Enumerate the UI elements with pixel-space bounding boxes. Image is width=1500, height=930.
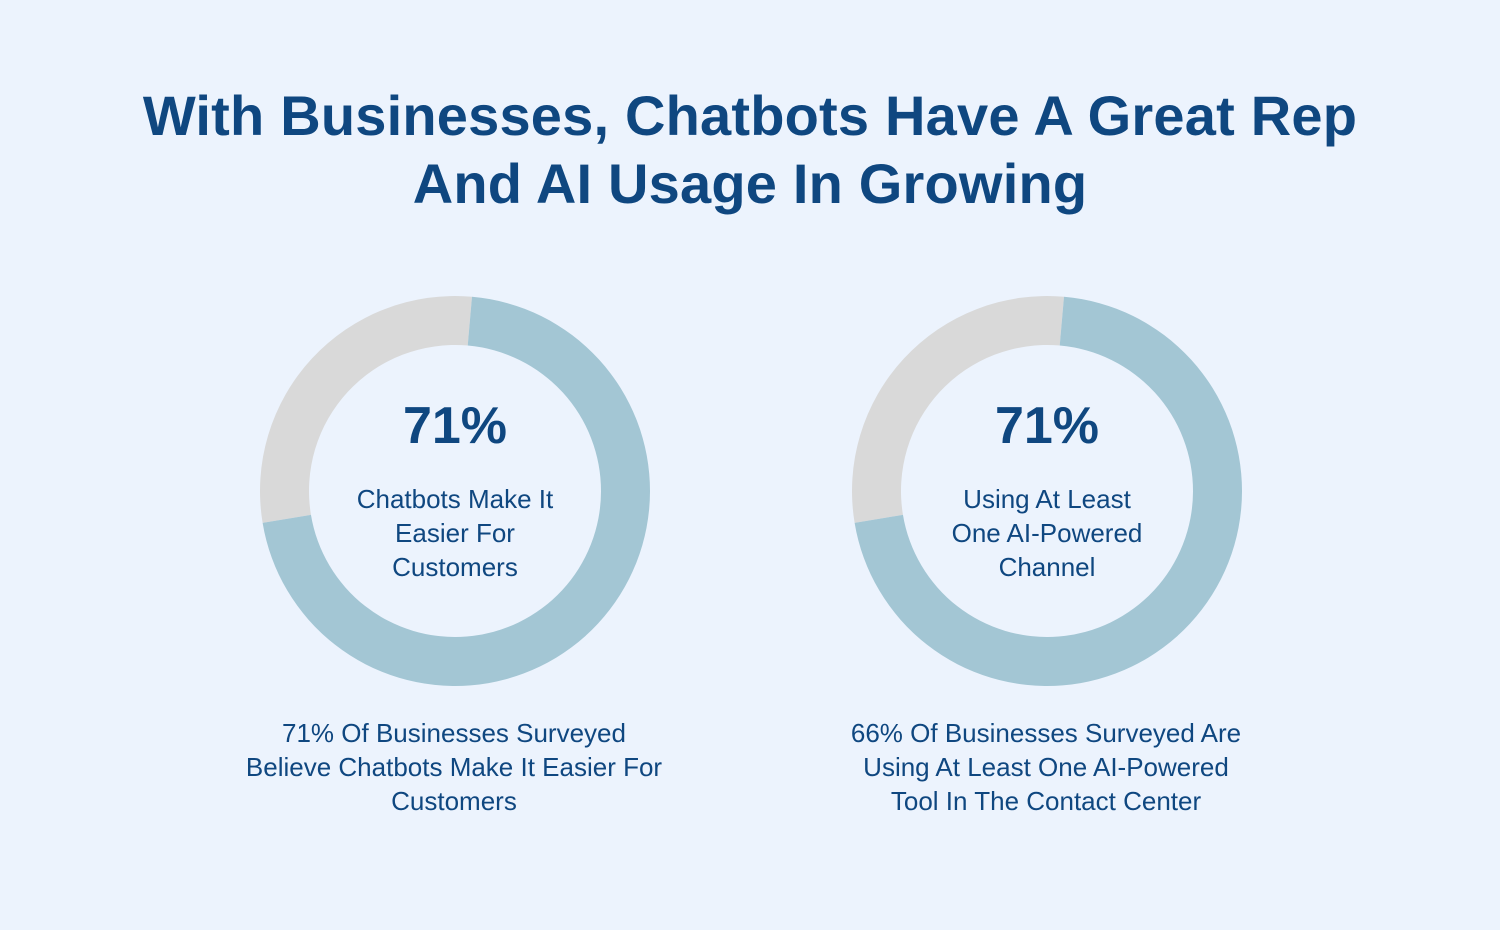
donut-chart-2: 71% Using At Least One AI-Powered Channe… <box>852 296 1242 686</box>
donut-1-remaining-segment <box>260 296 472 523</box>
title-line-1: With Businesses, Chatbots Have A Great R… <box>142 84 1358 147</box>
donut-1-svg <box>260 296 650 686</box>
donut-chart-1: 71% Chatbots Make It Easier For Customer… <box>260 296 650 686</box>
donut-1-center: 71% Chatbots Make It Easier For Customer… <box>305 396 605 584</box>
page-title: With Businesses, Chatbots Have A Great R… <box>50 82 1450 218</box>
donut-2-label: Using At Least One AI-Powered Channel <box>951 484 1143 582</box>
donut-2-remaining-segment <box>852 296 1064 523</box>
donut-2-svg <box>852 296 1242 686</box>
title-line-2: And AI Usage In Growing <box>412 152 1088 215</box>
donut-1-value: 71% <box>402 397 508 455</box>
donut-1-caption: 71% Of Businesses Surveyed Believe Chatb… <box>245 718 663 816</box>
donut-2-center: 71% Using At Least One AI-Powered Channe… <box>897 396 1197 584</box>
donut-1-label: Chatbots Make It Easier For Customers <box>356 484 554 582</box>
donut-2-caption: 66% Of Businesses Surveyed Are Using At … <box>850 718 1242 816</box>
donut-2-value: 71% <box>994 397 1100 455</box>
